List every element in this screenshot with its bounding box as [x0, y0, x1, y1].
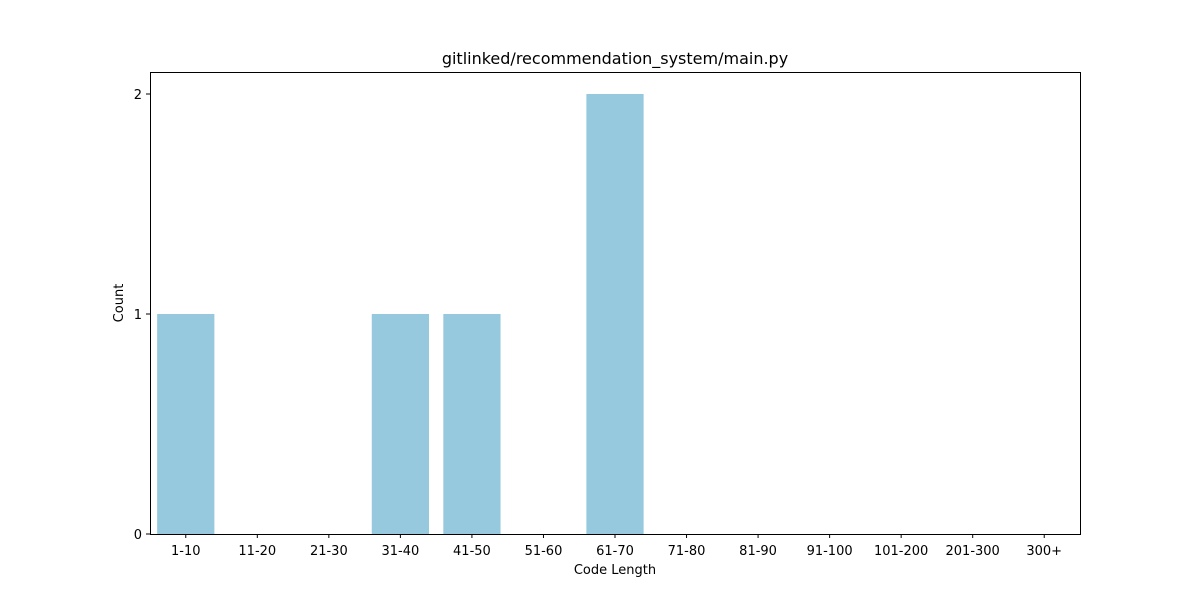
x-tick-label: 21-30 — [310, 544, 348, 559]
y-tick-label: 0 — [134, 528, 142, 543]
y-tick-label: 1 — [134, 308, 142, 323]
x-tick-label: 81-90 — [739, 544, 777, 559]
bars — [157, 94, 644, 534]
x-tick-label: 201-300 — [946, 544, 1000, 559]
x-tick-label: 41-50 — [453, 544, 491, 559]
y-axis-label: Count — [112, 284, 127, 323]
x-tick-label: 31-40 — [381, 544, 419, 559]
x-axis-ticks: 1-10 11-20 21-30 31-40 41-50 51-60 61-70 71-80 8… — [171, 534, 1062, 559]
y-axis-ticks: 0 1 2 — [134, 88, 150, 543]
x-tick-label: 71-80 — [668, 544, 706, 559]
x-tick-label: 51-60 — [525, 544, 563, 559]
bar-41-50 — [443, 314, 501, 534]
x-tick-label: 11-20 — [238, 544, 276, 559]
bar-31-40 — [371, 314, 429, 534]
bar-61-70 — [586, 94, 644, 534]
y-tick-label: 2 — [134, 88, 142, 103]
x-tick-label: 300+ — [1026, 544, 1062, 559]
x-tick-label: 91-100 — [807, 544, 853, 559]
chart-title: gitlinked/recommendation_system/main.py — [442, 49, 788, 69]
x-axis-label: Code Length — [574, 563, 656, 578]
x-tick-label: 1-10 — [171, 544, 201, 559]
bar-1-10 — [157, 314, 215, 534]
x-tick-label: 61-70 — [596, 544, 634, 559]
x-tick-label: 101-200 — [874, 544, 928, 559]
plot-frame — [150, 72, 1081, 535]
